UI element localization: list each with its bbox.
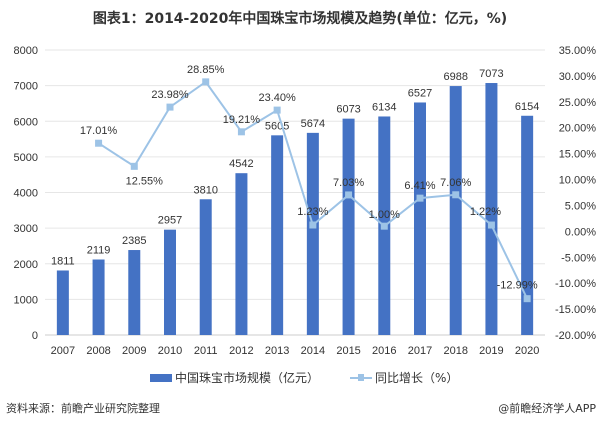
growth-point bbox=[237, 128, 245, 136]
growth-point bbox=[273, 106, 281, 114]
left-tick-label: 1000 bbox=[14, 294, 38, 306]
bar bbox=[306, 132, 319, 335]
growth-label: 1.22% bbox=[470, 206, 501, 218]
right-tick-label: -20.00% bbox=[555, 330, 596, 342]
bar-label: 5605 bbox=[265, 120, 289, 132]
bar bbox=[342, 118, 355, 335]
bar bbox=[56, 270, 69, 335]
bar-label: 4542 bbox=[229, 158, 253, 170]
bar-label: 2385 bbox=[122, 235, 146, 247]
x-tick-label: 2010 bbox=[158, 345, 182, 357]
growth-point bbox=[95, 139, 103, 147]
right-tick-label: 10.00% bbox=[559, 175, 597, 187]
bar bbox=[128, 250, 141, 335]
bar-label: 6134 bbox=[372, 101, 396, 113]
left-tick-label: 4000 bbox=[14, 188, 38, 200]
x-tick-label: 2007 bbox=[51, 345, 75, 357]
left-tick-label: 6000 bbox=[14, 116, 38, 128]
bar-label: 6988 bbox=[443, 71, 467, 83]
x-tick-label: 2016 bbox=[372, 345, 396, 357]
growth-label: 17.01% bbox=[80, 125, 118, 137]
growth-point bbox=[309, 221, 317, 229]
left-tick-label: 7000 bbox=[14, 81, 38, 93]
legend-line-label: 同比增长（%） bbox=[375, 371, 459, 385]
bar bbox=[521, 115, 534, 335]
growth-label: 12.55% bbox=[126, 175, 164, 187]
right-tick-label: 35.00% bbox=[559, 45, 597, 57]
growth-point bbox=[523, 295, 531, 303]
x-tick-label: 2013 bbox=[265, 345, 289, 357]
growth-point bbox=[380, 222, 388, 230]
bar bbox=[92, 259, 105, 335]
right-tick-label: -10.00% bbox=[555, 278, 596, 290]
bar bbox=[485, 83, 498, 335]
bar-label: 2119 bbox=[87, 245, 111, 257]
right-tick-label: 0.00% bbox=[565, 226, 596, 238]
chart-title: 图表1：2014-2020年中国珠宝市场规模及趋势(单位：亿元，%) bbox=[92, 11, 508, 27]
bar-label: 6154 bbox=[515, 101, 539, 113]
growth-point bbox=[202, 78, 210, 86]
x-tick-label: 2008 bbox=[86, 345, 110, 357]
right-tick-label: 20.00% bbox=[559, 123, 597, 135]
bar-label: 6073 bbox=[336, 104, 360, 116]
growth-point bbox=[345, 191, 353, 199]
left-tick-label: 3000 bbox=[14, 223, 38, 235]
x-tick-label: 2015 bbox=[336, 345, 360, 357]
growth-point bbox=[452, 191, 460, 199]
growth-point bbox=[487, 221, 495, 229]
x-tick-label: 2020 bbox=[515, 345, 539, 357]
bar bbox=[164, 229, 176, 335]
growth-point bbox=[130, 162, 138, 170]
growth-label: 6.41% bbox=[404, 180, 435, 192]
bar bbox=[449, 86, 462, 336]
bar bbox=[414, 102, 426, 336]
x-tick-label: 2018 bbox=[443, 345, 467, 357]
x-tick-label: 2009 bbox=[122, 345, 146, 357]
growth-label: 1.00% bbox=[369, 209, 400, 221]
growth-label: 7.06% bbox=[440, 177, 471, 189]
x-tick-label: 2017 bbox=[408, 345, 432, 357]
growth-label: 23.40% bbox=[258, 92, 296, 104]
right-tick-label: 30.00% bbox=[559, 71, 597, 83]
x-tick-label: 2011 bbox=[194, 345, 218, 357]
bar bbox=[199, 199, 212, 335]
right-tick-label: -15.00% bbox=[555, 304, 596, 316]
growth-label: 19.21% bbox=[223, 114, 261, 126]
growth-point bbox=[166, 103, 174, 111]
x-tick-label: 2019 bbox=[479, 345, 503, 357]
right-tick-label: 15.00% bbox=[559, 149, 597, 161]
left-tick-label: 5000 bbox=[14, 152, 38, 164]
growth-label: 23.98% bbox=[151, 89, 189, 101]
bar-label: 3810 bbox=[193, 184, 217, 196]
growth-label: 28.85% bbox=[187, 64, 225, 76]
bar-label: 5674 bbox=[301, 118, 325, 130]
legend-item-line: 同比增长（%） bbox=[350, 369, 458, 386]
legend-item-bar: 中国珠宝市场规模（亿元） bbox=[150, 369, 319, 386]
x-tick-label: 2014 bbox=[301, 345, 325, 357]
legend-line-swatch bbox=[350, 373, 372, 381]
credit-note: @前瞻经济学人APP bbox=[498, 402, 596, 415]
bar-label: 2957 bbox=[158, 215, 182, 227]
bar-label: 7073 bbox=[479, 68, 503, 80]
right-tick-label: 5.00% bbox=[565, 200, 596, 212]
left-tick-label: 0 bbox=[32, 330, 38, 342]
right-tick-label: 25.00% bbox=[559, 97, 597, 109]
legend-bar-swatch bbox=[150, 373, 172, 382]
growth-label: -12.99% bbox=[497, 280, 538, 292]
growth-label: 1.23% bbox=[297, 206, 328, 218]
growth-label: 7.03% bbox=[333, 177, 364, 189]
bar-label: 1811 bbox=[51, 255, 75, 267]
bar bbox=[235, 173, 248, 335]
growth-point bbox=[416, 194, 424, 202]
x-tick-label: 2012 bbox=[229, 345, 253, 357]
legend-bar-label: 中国珠宝市场规模（亿元） bbox=[175, 371, 320, 385]
bar bbox=[271, 135, 284, 335]
left-tick-label: 8000 bbox=[14, 45, 38, 57]
right-tick-label: -5.00% bbox=[561, 252, 596, 264]
left-tick-label: 2000 bbox=[14, 259, 38, 271]
source-note: 资料来源：前瞻产业研究院整理 bbox=[6, 402, 160, 415]
bar-label: 6527 bbox=[408, 87, 432, 99]
